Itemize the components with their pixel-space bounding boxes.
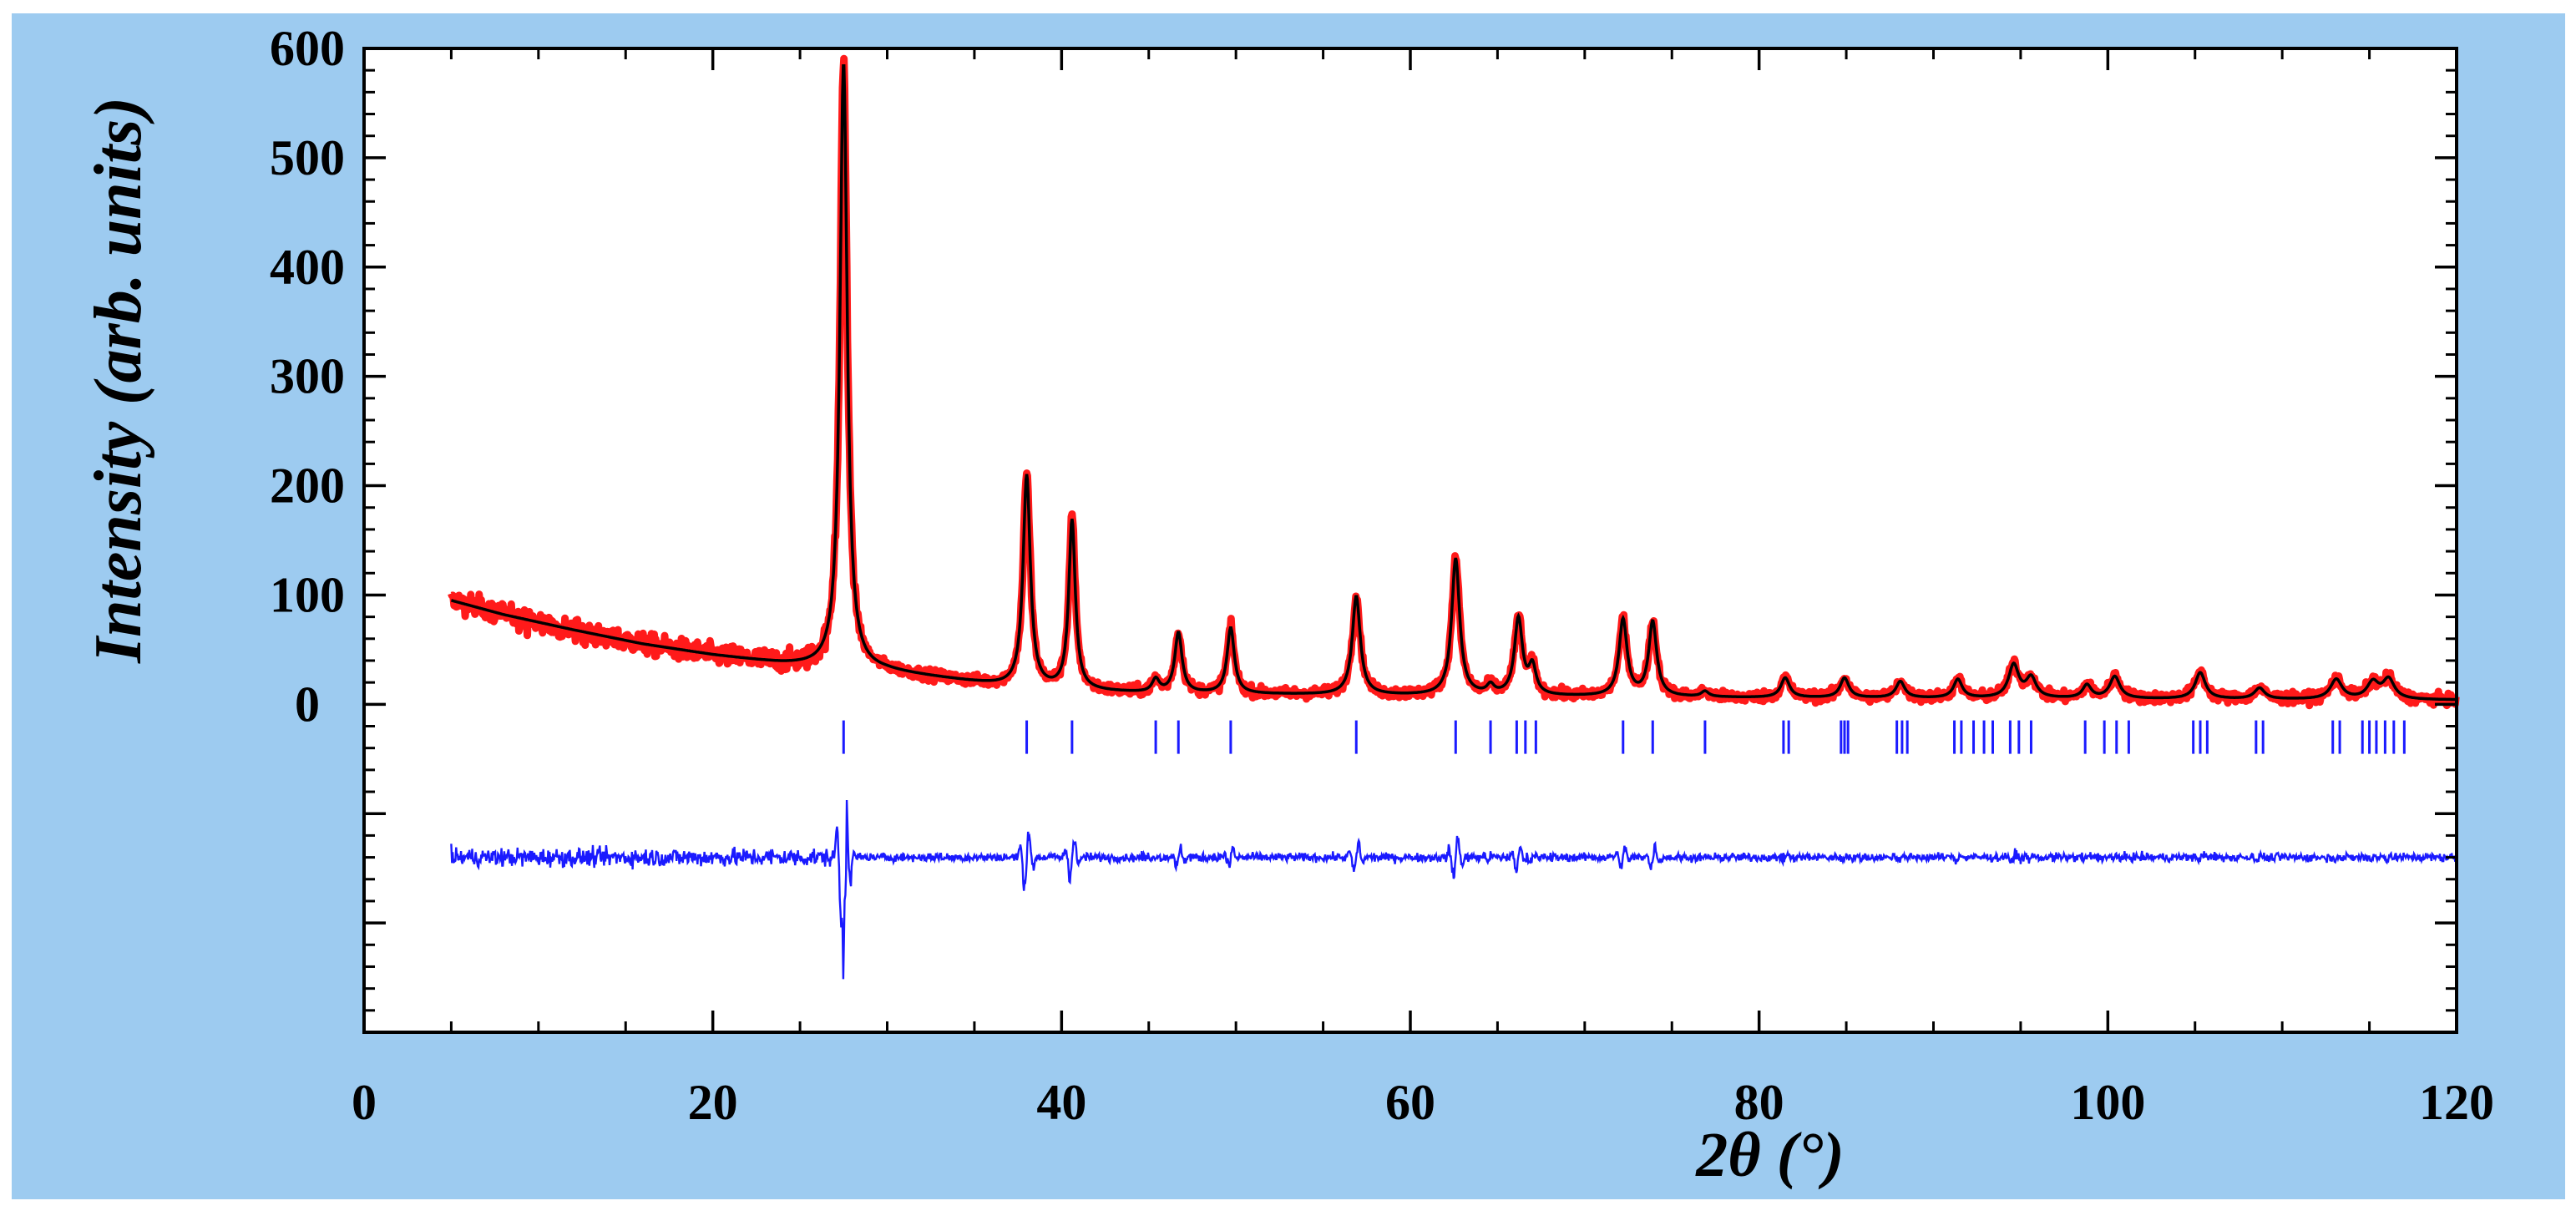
x-axis-label: 2θ (°): [1695, 1120, 1844, 1190]
plot-area: [364, 48, 2457, 1032]
y-tick-label: 500: [270, 130, 345, 185]
x-tick-label: 120: [2419, 1075, 2494, 1130]
x-tick-label: 100: [2070, 1075, 2145, 1130]
x-tick-label: 20: [688, 1075, 738, 1130]
y-tick-label: 100: [270, 567, 345, 622]
x-tick-label: 60: [1385, 1075, 1435, 1130]
calculated-curve-layer: [451, 63, 2457, 702]
x-tick-label: 80: [1734, 1075, 1784, 1130]
difference-curve-layer: [450, 799, 2457, 980]
calculated-series: [451, 63, 2457, 702]
y-tick-label: 600: [270, 21, 345, 76]
y-tick-label: 400: [270, 240, 345, 295]
y-tick-label: 0: [295, 676, 320, 732]
axes-layer: 0 20 40 60 80 100 120 600 500 400 300 200 100 0: [270, 21, 2494, 1130]
y-axis-label: Intensity (arb. units): [82, 97, 155, 664]
bragg-markers-layer: [842, 720, 2406, 754]
x-tick-label: 0: [352, 1075, 377, 1130]
x-tick-label: 40: [1036, 1075, 1086, 1130]
y-tick-label: 300: [270, 349, 345, 404]
y-tick-label: 200: [270, 459, 345, 514]
difference-series: [450, 799, 2457, 980]
